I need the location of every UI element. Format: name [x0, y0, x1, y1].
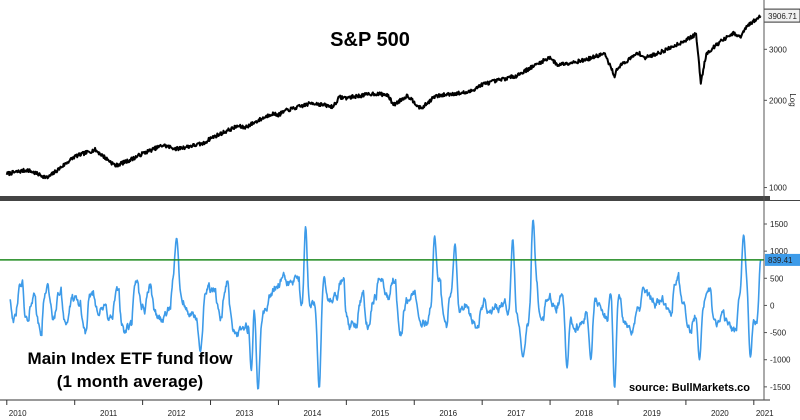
sp500-y-tick-label: 1000 [769, 184, 787, 193]
panel-divider-line [0, 200, 800, 201]
x-axis: 2010 2011 2012 2013 2014 2015 2016 2017 2018 2019… [0, 399, 800, 420]
sp500-panel: 1000 2000 3000 S&P 500 Log 3906.71 [5, 8, 800, 193]
fund-flow-y-tick-label: -1000 [770, 356, 791, 365]
sp500-y-tick-label: 2000 [769, 96, 787, 105]
fund-flow-y-tick-label: 500 [770, 274, 784, 283]
sp500-y-tick-label: 3000 [769, 45, 787, 54]
x-axis-tick-label: 2017 [507, 409, 525, 418]
panel-divider [0, 196, 770, 200]
x-axis-tick-label: 2019 [643, 409, 661, 418]
x-axis-tick-label: 2011 [100, 409, 118, 418]
threshold-value-badge: 839.41 [765, 253, 800, 266]
fund-flow-panel: -1500 -1000 -500 0 500 1000 1500 839.41 Main I… [0, 219, 800, 394]
threshold-value-label: 839.41 [768, 256, 793, 265]
sp500-series-line [5, 14, 762, 180]
fund-flow-y-axis: -1500 -1000 -500 0 500 1000 1500 [764, 220, 791, 392]
x-axis-background [0, 400, 800, 420]
x-axis-tick-label: 2010 [9, 409, 27, 418]
fund-flow-series-line [9, 219, 762, 390]
x-axis-tick-label: 2015 [371, 409, 389, 418]
x-axis-tick-label: 2021 [756, 409, 774, 418]
sp500-last-value-badge: 3906.71 [763, 8, 800, 23]
source-credit: source: BullMarkets.co [629, 382, 750, 394]
x-axis-tick-label: 2013 [236, 409, 254, 418]
fund-flow-title: Main Index ETF fund flow [28, 349, 234, 368]
fund-flow-y-tick-label: -1500 [770, 383, 791, 392]
x-axis-tick-label: 2018 [575, 409, 593, 418]
sp500-title: S&P 500 [330, 29, 410, 51]
log-scale-label: Log [788, 93, 797, 106]
fund-flow-y-tick-label: 0 [770, 301, 775, 310]
fund-flow-subtitle: (1 month average) [57, 372, 203, 391]
x-axis-tick-label: 2012 [168, 409, 186, 418]
sp500-last-value-label: 3906.71 [768, 12, 797, 21]
fund-flow-y-tick-label: -500 [770, 329, 787, 338]
x-axis-tick-label: 2016 [439, 409, 457, 418]
x-axis-tick-label: 2014 [303, 409, 321, 418]
x-axis-ticks: 2010 2011 2012 2013 2014 2015 2016 2017 2018 2019… [6, 400, 774, 418]
threshold-value-box [765, 253, 800, 266]
x-axis-tick-label: 2020 [711, 409, 729, 418]
fund-flow-y-tick-label: 1500 [770, 220, 788, 229]
fund-flow-y-tick-label: 1000 [770, 247, 788, 256]
